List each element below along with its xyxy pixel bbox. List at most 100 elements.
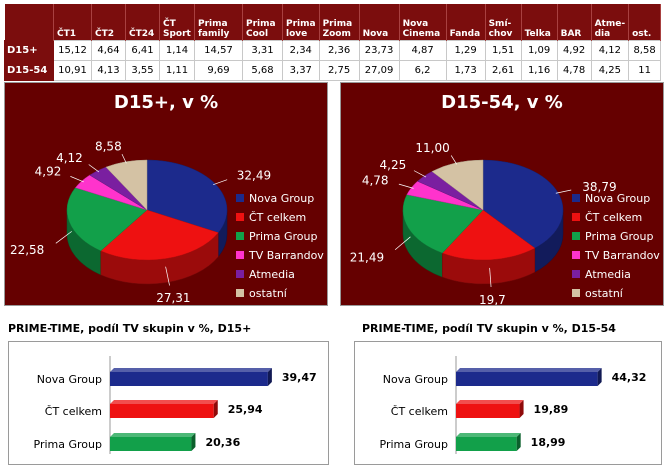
- row-label: D15-54: [4, 60, 54, 81]
- pie-slices: [66, 159, 228, 261]
- column-header: ČT2: [91, 4, 126, 41]
- legend-label: Prima Group: [585, 230, 653, 243]
- legend-label: ČT celkem: [249, 211, 306, 224]
- bar-chart-title-d15plus: PRIME-TIME, podíl TV skupin v %, D15+: [8, 322, 252, 335]
- bar-top-face: [110, 368, 272, 372]
- legend-swatch: [572, 232, 580, 240]
- legend-swatch: [572, 251, 580, 259]
- table-cell: 3,31: [242, 40, 283, 61]
- pie-leader-line: [55, 231, 72, 244]
- pie-leader-line: [121, 153, 127, 164]
- row-label: D15+: [4, 40, 54, 61]
- table-cell: 2,61: [484, 60, 522, 81]
- table-cell: 23,73: [358, 40, 400, 61]
- bar-side-face: [191, 433, 196, 451]
- bar-side-face: [213, 400, 218, 418]
- pie-leader-line: [165, 266, 170, 286]
- pie-slice-prima-group: [402, 194, 484, 254]
- bar-čt-celkem: [456, 400, 524, 418]
- column-header: Telka: [521, 4, 558, 41]
- column-header: Nova Cinema: [399, 4, 447, 41]
- column-header: Nova: [359, 4, 400, 41]
- pie-leader-line: [398, 183, 414, 189]
- pie-value-label: 4,12: [56, 151, 83, 165]
- legend-label: ostatní: [249, 287, 288, 300]
- legend-label: Prima Group: [249, 230, 317, 243]
- bar-chart-title-d15-54: PRIME-TIME, podíl TV skupin v %, D15-54: [362, 322, 616, 335]
- bar-category-label: Nova Group: [37, 373, 102, 386]
- bar-top-face: [456, 368, 602, 372]
- table-cell: 9,69: [194, 60, 243, 81]
- bar-panel-d15plus: Nova Group 39,47 ČT celkem 25,94 Prima Group…: [8, 341, 329, 465]
- column-header: Atme- dia: [591, 4, 630, 41]
- bar-front-face: [456, 437, 517, 451]
- legend-swatch: [572, 213, 580, 221]
- table-cell: 4,25: [590, 60, 630, 81]
- bar-value-label: 44,32: [612, 371, 647, 384]
- table-cell: 5,68: [242, 60, 283, 81]
- bar-value-label: 25,94: [228, 403, 263, 416]
- bar-chart-d15-54: Nova Group 44,32 ČT celkem 19,89 Prima Group…: [380, 356, 647, 454]
- table-cell: 1,16: [520, 60, 558, 81]
- table-cell: 4,13: [91, 60, 126, 81]
- pie-value-labels: 32,49 27,31 22,58 4,924,12 8,58: [10, 139, 271, 305]
- bar-side-face: [267, 368, 272, 386]
- pie-slice-prima-group: [66, 187, 148, 252]
- table-row: D15+ 15,12 4,64 6,41 1,14 14,57 3,31 2,34 2,36 23…: [4, 40, 662, 61]
- legend-swatch: [236, 270, 244, 278]
- legend-label: TV Barrandov: [584, 249, 660, 262]
- table-cell: 15,12: [53, 40, 92, 61]
- column-header: ČT Sport: [159, 4, 195, 41]
- column-header: Prima Zoom: [319, 4, 360, 41]
- table-cell: 1,09: [520, 40, 558, 61]
- bar-front-face: [110, 404, 214, 418]
- pie-leader-line: [450, 155, 458, 165]
- table-cell: 3,55: [125, 60, 160, 81]
- legend-swatch: [572, 194, 580, 202]
- table-cell: 10,91: [53, 60, 92, 81]
- table-row: D15-54 10,91 4,13 3,55 1,11 9,69 5,68 3,37 2,75 2…: [4, 60, 662, 81]
- pie-value-label: 32,49: [237, 168, 271, 182]
- legend-label: TV Barrandov: [248, 249, 324, 262]
- pie-slices: [402, 159, 564, 261]
- pie-leader-line: [489, 267, 492, 288]
- legend-label: Atmedia: [585, 268, 631, 281]
- pie-leader-line: [88, 164, 100, 173]
- bar-front-face: [110, 372, 268, 386]
- bar-nova-group: [110, 368, 272, 386]
- pie-value-label: 27,31: [156, 291, 190, 305]
- table-cell: 8,58: [628, 40, 662, 61]
- pie-chart-d15-54: D15-54, v % 38,79 19,7 21,49 4,78 4,25 11,00 No…: [350, 92, 661, 305]
- pie-chart-d15plus: D15+, v % 32,49 27,31 22,58 4,924,12 8,58 Nova…: [10, 92, 324, 305]
- pie-title: D15-54, v %: [441, 92, 563, 113]
- audience-share-table: ČT1 ČT2 ČT24 ČT Sport Prima family Prima Cool…: [4, 4, 662, 81]
- pie-slice-čt-celkem: [441, 209, 536, 261]
- pie-value-label: 21,49: [350, 250, 384, 264]
- bar-prima-group: [110, 433, 196, 451]
- table-cell: 6,2: [398, 60, 447, 81]
- bar-side-face: [519, 400, 524, 418]
- pie-value-label: 11,00: [415, 141, 449, 155]
- table-body: D15+ 15,12 4,64 6,41 1,14 14,57 3,31 2,34 2,36 23…: [4, 40, 662, 81]
- table-cell: 2,75: [318, 60, 360, 81]
- table-cell: 3,37: [282, 60, 320, 81]
- legend-swatch: [236, 213, 244, 221]
- legend-label: ostatní: [585, 287, 624, 300]
- pie-value-label: 4,92: [35, 165, 62, 179]
- bar-category-label: Nova Group: [383, 373, 448, 386]
- legend-swatch: [236, 232, 244, 240]
- pie-leader-line: [213, 179, 228, 185]
- pie-slice-čt-celkem: [100, 209, 219, 261]
- legend-swatch: [572, 289, 580, 297]
- table-header-row: ČT1 ČT2 ČT24 ČT Sport Prima family Prima Cool…: [4, 4, 662, 41]
- pie-side-walls: [402, 209, 564, 285]
- legend-swatch: [236, 251, 244, 259]
- pie-leader-line: [394, 236, 411, 251]
- pie-value-labels: 38,79 19,7 21,49 4,78 4,25 11,00: [350, 141, 617, 305]
- pie-panel-d15plus: D15+, v % 32,49 27,31 22,58 4,92 4,12 8,58 Nova…: [4, 82, 328, 306]
- bar-value-label: 19,89: [534, 403, 569, 416]
- column-header: ost.: [628, 4, 662, 41]
- legend-label: ČT celkem: [585, 211, 642, 224]
- table-cell: 2,34: [282, 40, 320, 61]
- table-cell: 2,36: [318, 40, 360, 61]
